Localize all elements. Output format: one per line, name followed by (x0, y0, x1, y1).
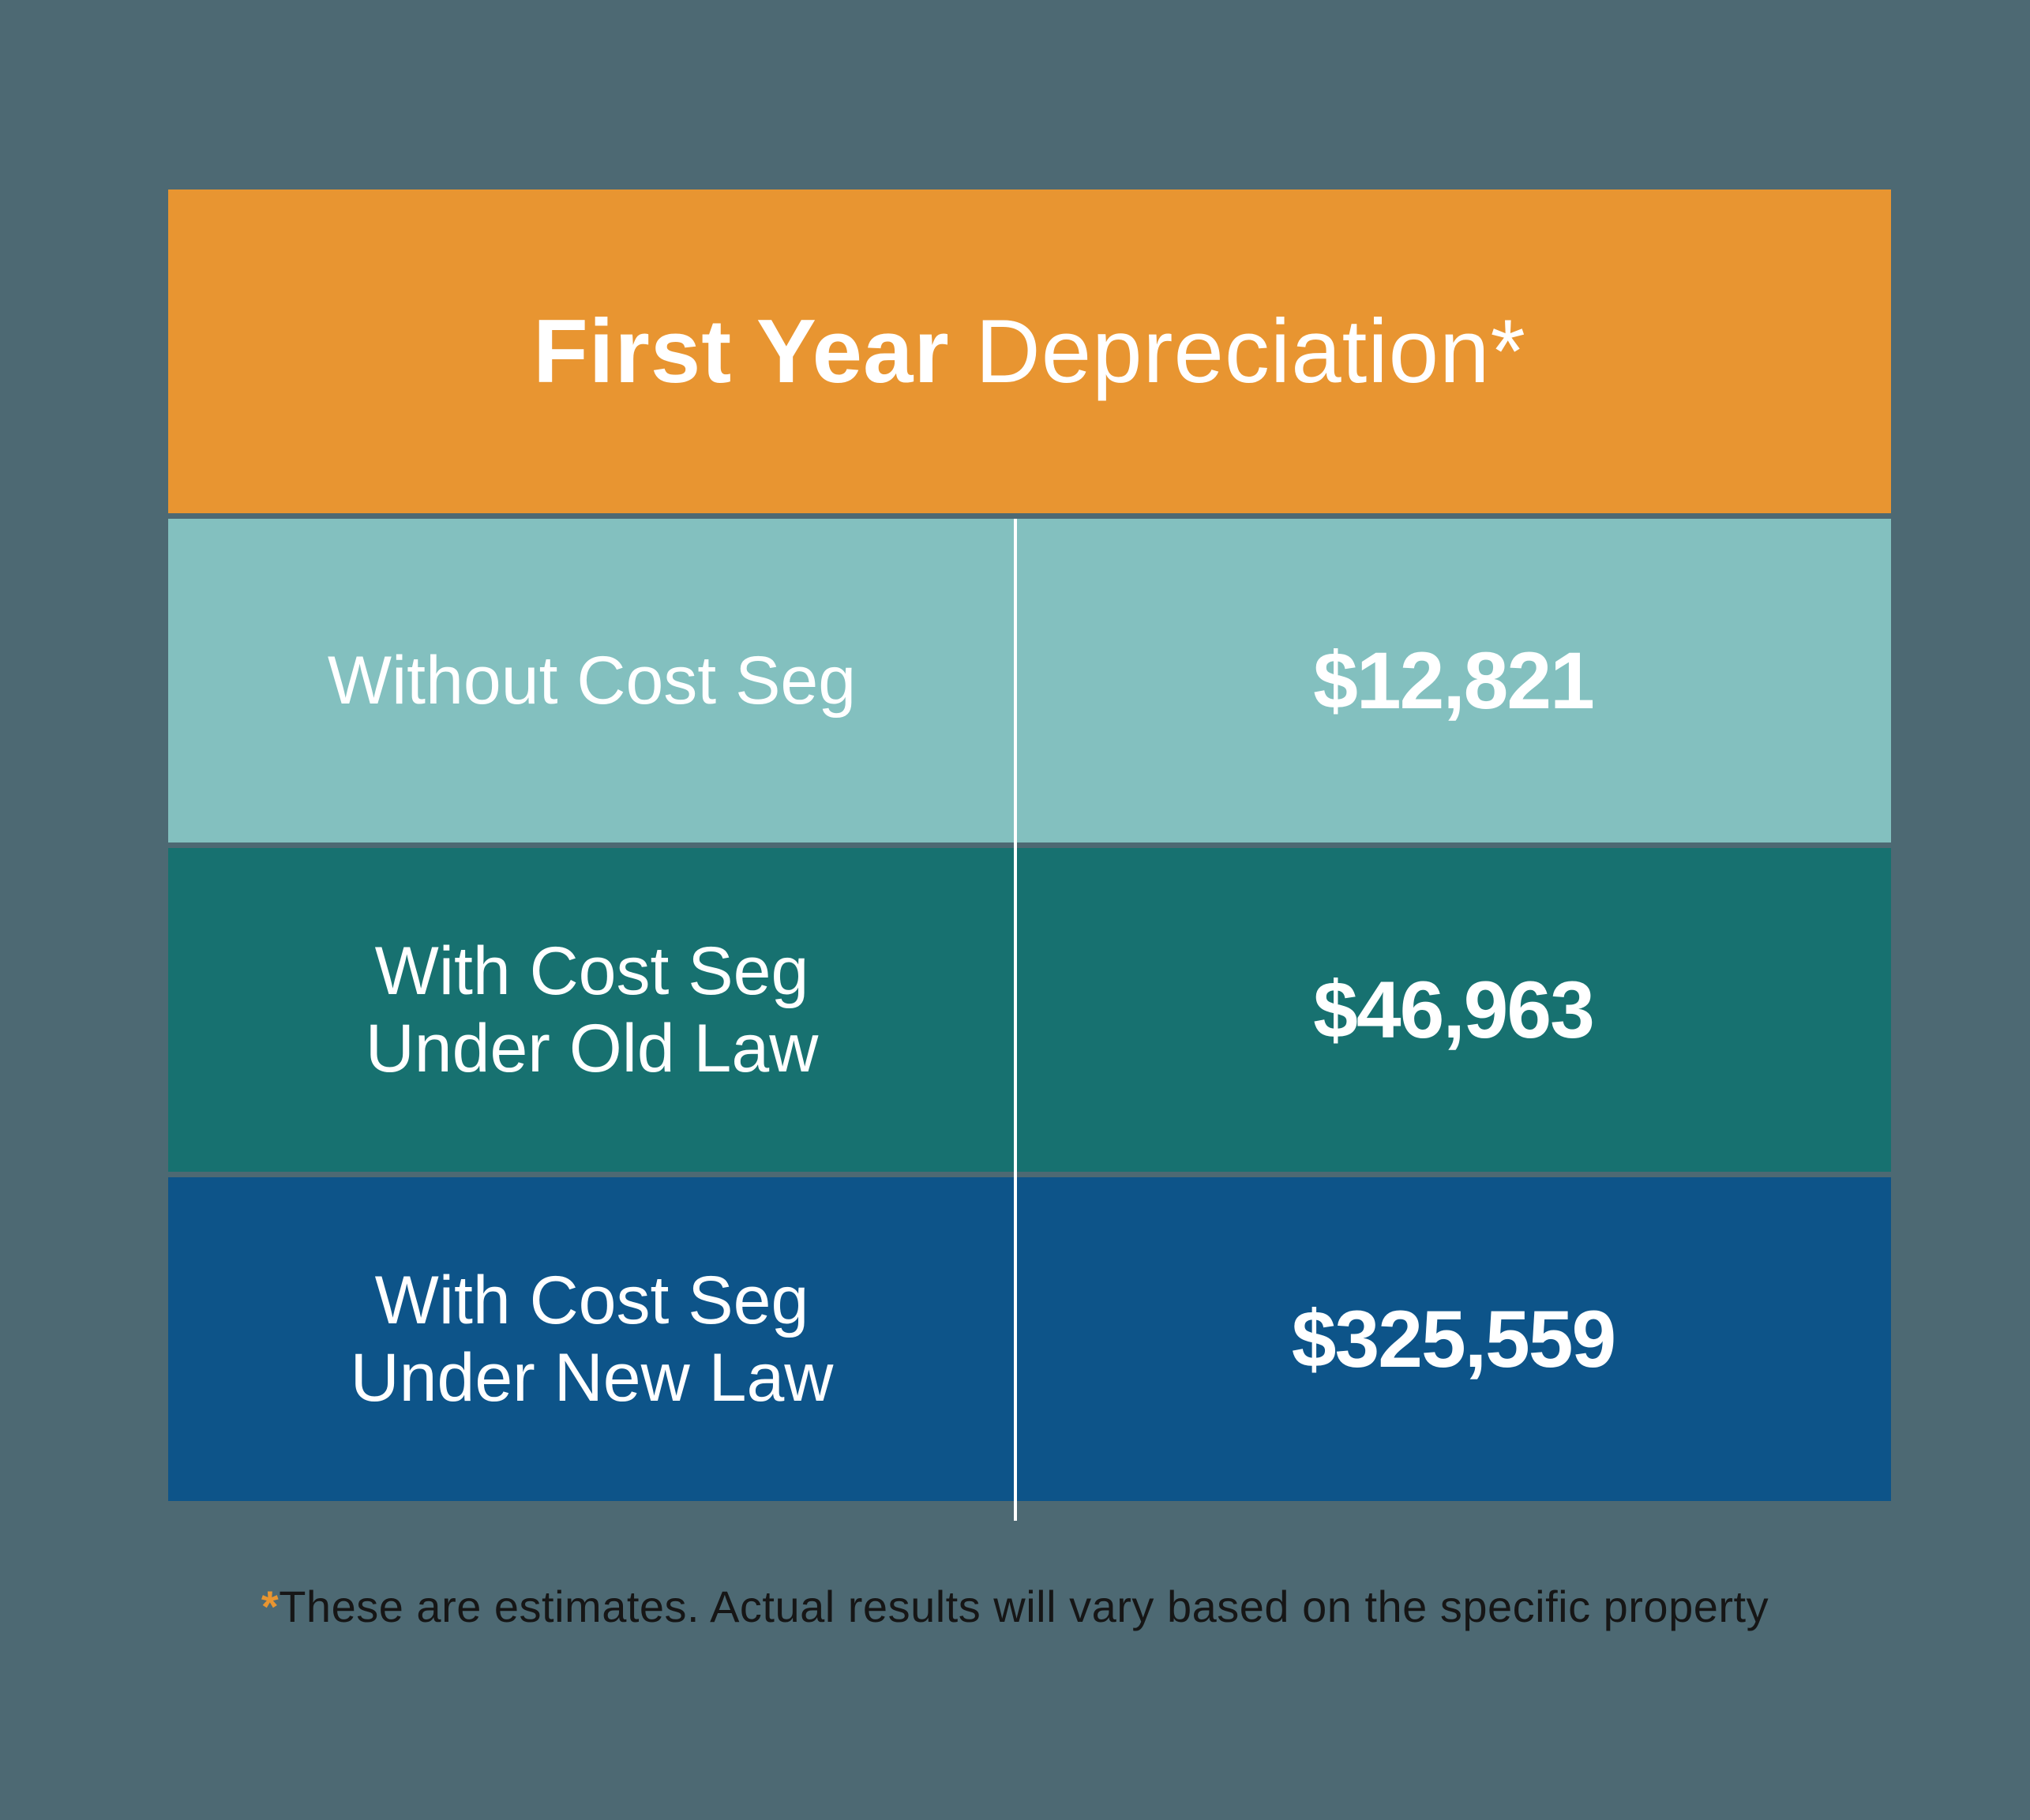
footnote: *These are estimates. Actual results wil… (0, 1581, 2030, 1632)
title-bold-text: First Year (533, 301, 976, 402)
depreciation-table: First Year Depreciation* Without Cost Se… (168, 190, 1891, 1521)
footnote-text: These are estimates. Actual results will… (279, 1582, 1769, 1631)
table-row-with-cost-seg-old-law: With Cost Seg Under Old Law $46,963 (168, 848, 1891, 1172)
table-row-without-cost-seg: Without Cost Seg $12,821 (168, 519, 1891, 842)
row-label: With Cost Seg Under Old Law (365, 933, 819, 1086)
table-header: First Year Depreciation* (168, 190, 1891, 513)
footnote-asterisk: * (261, 1582, 280, 1631)
row-label: With Cost Seg Under New Law (350, 1262, 834, 1416)
row-value: $12,821 (1313, 635, 1595, 726)
row-value: $46,963 (1313, 964, 1595, 1055)
row-label: Without Cost Seg (327, 642, 857, 719)
title-light-text: Depreciation* (975, 301, 1526, 402)
row-value: $325,559 (1291, 1293, 1616, 1384)
table-row-with-cost-seg-new-law: With Cost Seg Under New Law $325,559 (168, 1177, 1891, 1501)
column-divider-line (1014, 519, 1017, 1521)
page-title: First Year Depreciation* (533, 300, 1526, 403)
